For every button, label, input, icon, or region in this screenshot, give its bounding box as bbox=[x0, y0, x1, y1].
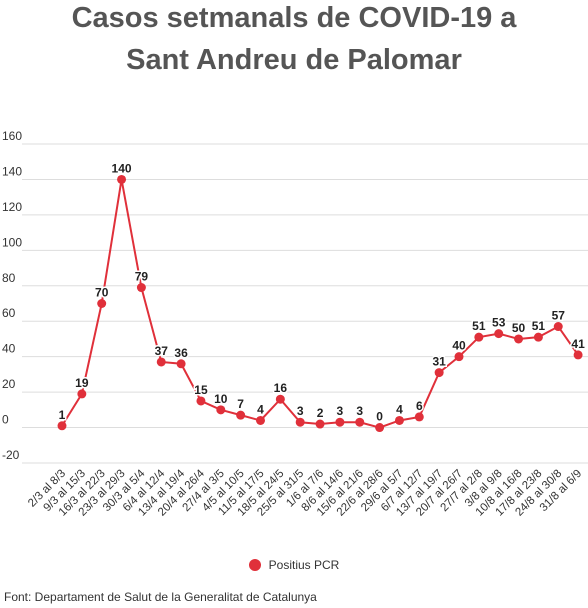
data-label: 50 bbox=[512, 321, 526, 335]
data-label: 70 bbox=[95, 286, 109, 300]
data-label: 4 bbox=[257, 402, 264, 416]
data-label: 3 bbox=[297, 404, 304, 418]
data-point[interactable] bbox=[295, 417, 305, 427]
chart-title-line-1: Casos setmanals de COVID-19 a bbox=[71, 2, 517, 34]
data-label: 6 bbox=[416, 399, 423, 413]
y-tick-label: 100 bbox=[2, 235, 22, 249]
data-label: 57 bbox=[552, 309, 566, 323]
data-label: 2 bbox=[317, 406, 324, 420]
y-tick-label: -20 bbox=[2, 448, 20, 462]
data-point[interactable] bbox=[236, 410, 246, 420]
data-label: 140 bbox=[112, 161, 132, 175]
legend-marker-icon bbox=[248, 559, 261, 571]
data-point[interactable] bbox=[355, 417, 365, 427]
data-label: 3 bbox=[356, 404, 363, 418]
data-label: 79 bbox=[135, 270, 149, 284]
data-point[interactable] bbox=[256, 415, 265, 425]
data-label: 4 bbox=[396, 402, 403, 416]
data-label: 15 bbox=[194, 383, 208, 397]
data-point[interactable] bbox=[494, 329, 504, 339]
data-point[interactable] bbox=[216, 405, 226, 415]
series-positius-pcr bbox=[57, 174, 583, 433]
data-point[interactable] bbox=[514, 334, 524, 344]
data-point[interactable] bbox=[97, 299, 107, 308]
data-label: 53 bbox=[492, 316, 506, 330]
data-point[interactable] bbox=[275, 394, 285, 404]
y-tick-label: 40 bbox=[2, 342, 16, 356]
grid-lines bbox=[22, 143, 588, 464]
data-label: 31 bbox=[432, 355, 446, 369]
data-label: 19 bbox=[75, 376, 89, 390]
source-note: Font: Departament de Salut de la General… bbox=[4, 590, 317, 604]
data-point[interactable] bbox=[136, 283, 146, 293]
y-tick-label: 140 bbox=[2, 164, 22, 178]
data-point[interactable] bbox=[394, 415, 404, 425]
data-label: 41 bbox=[571, 337, 585, 351]
data-point[interactable] bbox=[77, 389, 87, 399]
data-label: 3 bbox=[337, 404, 344, 418]
y-tick-label: 160 bbox=[2, 129, 22, 143]
y-tick-label: 0 bbox=[2, 413, 9, 427]
data-point[interactable] bbox=[553, 322, 563, 332]
y-tick-label: 80 bbox=[2, 271, 16, 285]
chart-title-line-2: Sant Andreu de Palomar bbox=[126, 44, 462, 76]
data-point[interactable] bbox=[117, 174, 127, 184]
y-tick-label: 60 bbox=[2, 306, 16, 320]
data-label: 10 bbox=[214, 392, 228, 406]
legend[interactable]: Positius PCR bbox=[0, 558, 588, 572]
data-label: 36 bbox=[174, 346, 188, 360]
data-label: 1 bbox=[59, 408, 66, 422]
data-point[interactable] bbox=[335, 417, 345, 427]
data-label: 51 bbox=[532, 319, 546, 333]
data-point[interactable] bbox=[176, 359, 186, 369]
data-point[interactable] bbox=[573, 350, 583, 360]
data-point[interactable] bbox=[156, 357, 166, 367]
y-tick-label: 120 bbox=[2, 200, 22, 214]
y-tick-label: 20 bbox=[2, 377, 16, 391]
data-point[interactable] bbox=[315, 419, 325, 429]
data-label: 40 bbox=[452, 339, 466, 353]
data-point[interactable] bbox=[533, 332, 543, 342]
series-line bbox=[61, 179, 579, 429]
data-point[interactable] bbox=[454, 352, 464, 362]
data-label: 51 bbox=[472, 319, 486, 333]
data-label: 7 bbox=[237, 397, 244, 411]
data-label: 0 bbox=[376, 410, 383, 424]
data-point[interactable] bbox=[196, 396, 206, 406]
x-axis-labels: 2/3 al 8/39/3 al 15/316/3 al 22/323/3 al… bbox=[26, 467, 584, 518]
data-point[interactable] bbox=[414, 412, 424, 422]
data-point[interactable] bbox=[375, 423, 385, 433]
data-point[interactable] bbox=[57, 421, 67, 431]
data-label: 16 bbox=[274, 381, 288, 395]
data-point[interactable] bbox=[474, 332, 484, 342]
y-axis-labels: -20 0 20 40 60 80 100 120 140 160 bbox=[2, 129, 22, 462]
data-label: 37 bbox=[155, 344, 169, 358]
legend-label: Positius PCR bbox=[268, 558, 340, 572]
data-point[interactable] bbox=[434, 368, 444, 378]
